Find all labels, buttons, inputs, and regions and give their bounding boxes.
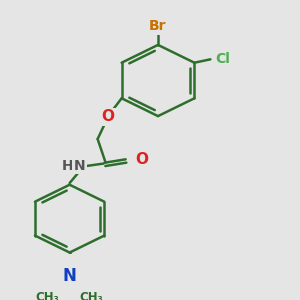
Text: H: H: [62, 159, 74, 173]
Text: N: N: [63, 267, 76, 285]
Text: CH₃: CH₃: [80, 291, 104, 300]
Text: CH₃: CH₃: [36, 291, 59, 300]
Text: N: N: [74, 159, 85, 173]
Text: O: O: [135, 152, 148, 167]
Text: O: O: [101, 110, 114, 124]
Text: Br: Br: [149, 19, 167, 33]
Text: Cl: Cl: [215, 52, 230, 66]
